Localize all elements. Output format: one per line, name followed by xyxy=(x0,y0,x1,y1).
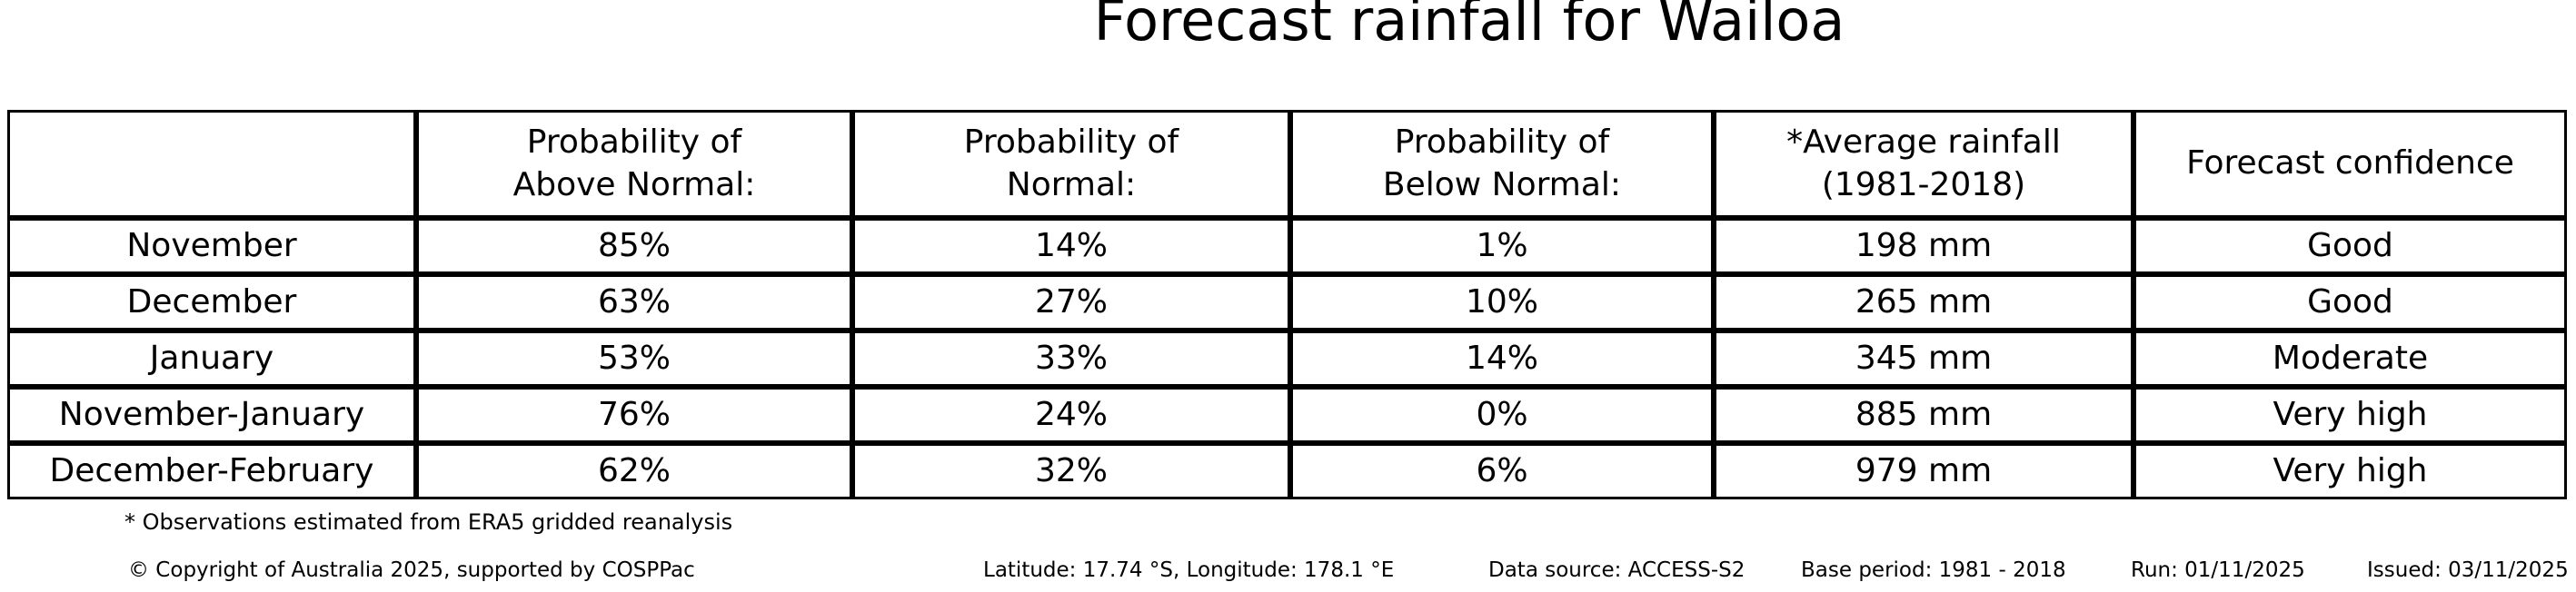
cell-above-normal: 76% xyxy=(416,387,852,443)
column-header-normal: Probability of Normal: xyxy=(852,110,1290,218)
copyright-text: © Copyright of Australia 2025, supported… xyxy=(128,558,695,582)
cell-below-normal: 14% xyxy=(1290,331,1714,387)
cell-normal: 14% xyxy=(852,218,1290,274)
run-date-text: Run: 01/11/2025 xyxy=(2131,558,2305,582)
cell-forecast-confidence: Moderate xyxy=(2133,331,2567,387)
observations-footnote: * Observations estimated from ERA5 gridd… xyxy=(124,509,733,535)
cell-normal: 27% xyxy=(852,274,1290,331)
cell-above-normal: 62% xyxy=(416,443,852,499)
column-header-above-normal: Probability of Above Normal: xyxy=(416,110,852,218)
cell-normal: 32% xyxy=(852,443,1290,499)
table-row-november: November 85% 14% 1% 198 mm Good xyxy=(7,218,2567,274)
column-header-average-rainfall: *Average rainfall (1981-2018) xyxy=(1714,110,2133,218)
cell-forecast-confidence: Good xyxy=(2133,218,2567,274)
table-row-december-february: December-February 62% 32% 6% 979 mm Very… xyxy=(7,443,2567,499)
data-source-text: Data source: ACCESS-S2 xyxy=(1488,558,1746,582)
page-title: Forecast rainfall for Wailoa xyxy=(1093,0,1845,54)
cell-above-normal: 53% xyxy=(416,331,852,387)
row-label: November xyxy=(7,218,416,274)
row-label: January xyxy=(7,331,416,387)
cell-below-normal: 1% xyxy=(1290,218,1714,274)
cell-below-normal: 0% xyxy=(1290,387,1714,443)
cell-below-normal: 6% xyxy=(1290,443,1714,499)
footer-bar: © Copyright of Australia 2025, supported… xyxy=(0,558,2576,587)
coordinates-text: Latitude: 17.74 °S, Longitude: 178.1 °E xyxy=(983,558,1395,582)
cell-forecast-confidence: Good xyxy=(2133,274,2567,331)
cell-average-rainfall: 198 mm xyxy=(1714,218,2133,274)
header-row: Probability of Above Normal: Probability… xyxy=(7,110,2567,218)
table-row-december: December 63% 27% 10% 265 mm Good xyxy=(7,274,2567,331)
column-header-forecast-confidence: Forecast confidence xyxy=(2133,110,2567,218)
row-label: December xyxy=(7,274,416,331)
cell-forecast-confidence: Very high xyxy=(2133,443,2567,499)
table-row-january: January 53% 33% 14% 345 mm Moderate xyxy=(7,331,2567,387)
issued-date-text: Issued: 03/11/2025 xyxy=(2367,558,2569,582)
cell-average-rainfall: 885 mm xyxy=(1714,387,2133,443)
cell-average-rainfall: 979 mm xyxy=(1714,443,2133,499)
cell-above-normal: 63% xyxy=(416,274,852,331)
cell-normal: 24% xyxy=(852,387,1290,443)
cell-below-normal: 10% xyxy=(1290,274,1714,331)
row-label: November-January xyxy=(7,387,416,443)
forecast-table: Probability of Above Normal: Probability… xyxy=(7,110,2567,499)
row-label: December-February xyxy=(7,443,416,499)
cell-forecast-confidence: Very high xyxy=(2133,387,2567,443)
column-header-below-normal: Probability of Below Normal: xyxy=(1290,110,1714,218)
cell-average-rainfall: 265 mm xyxy=(1714,274,2133,331)
corner-spacer xyxy=(7,110,416,218)
cell-average-rainfall: 345 mm xyxy=(1714,331,2133,387)
cell-normal: 33% xyxy=(852,331,1290,387)
base-period-text: Base period: 1981 - 2018 xyxy=(1801,558,2066,582)
table-row-november-january: November-January 76% 24% 0% 885 mm Very … xyxy=(7,387,2567,443)
cell-above-normal: 85% xyxy=(416,218,852,274)
